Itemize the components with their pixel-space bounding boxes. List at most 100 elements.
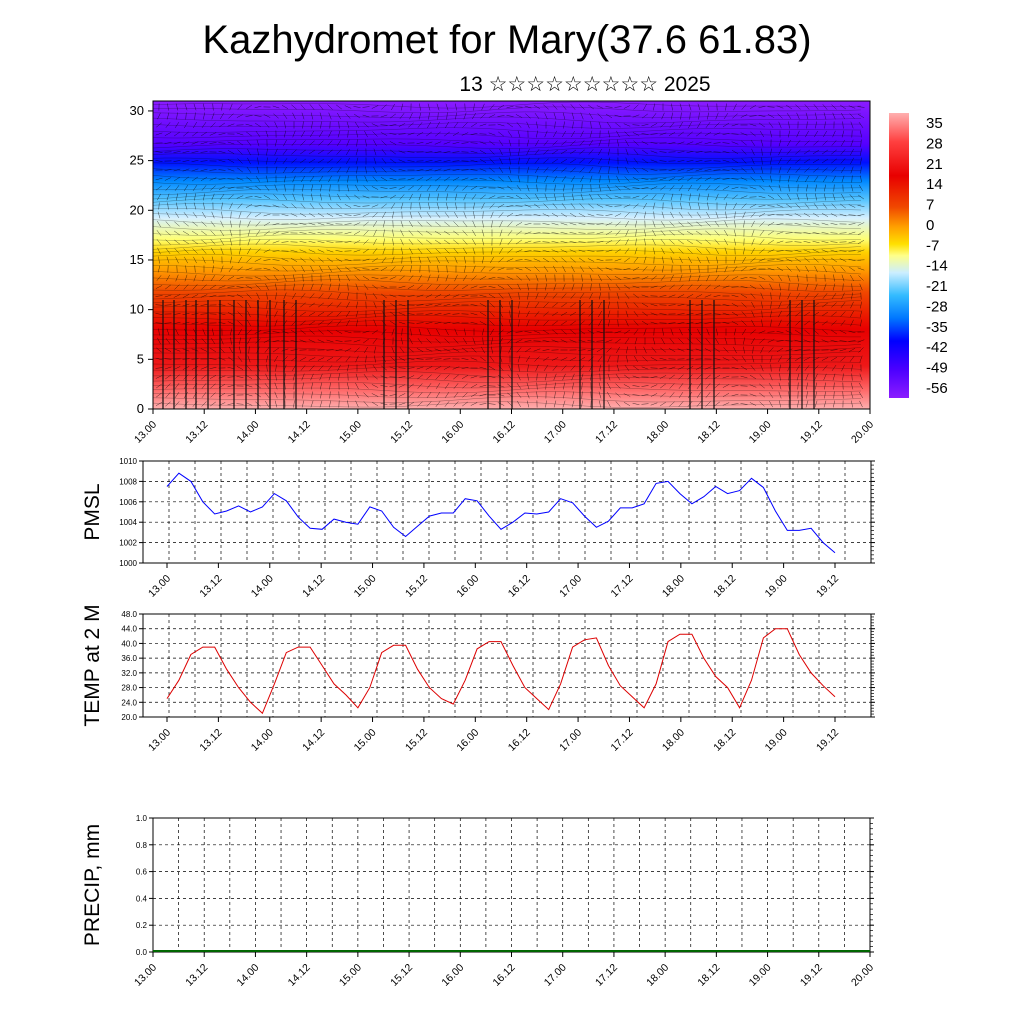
wind-vector: [552, 302, 558, 308]
wind-vector: [398, 321, 406, 325]
wind-vector: [497, 402, 505, 406]
wind-vector: [660, 239, 666, 245]
wind-vector: [769, 400, 773, 408]
wind-vector: [760, 364, 764, 372]
wind-vector: [481, 256, 485, 264]
wind-vector: [335, 250, 343, 252]
wind-vector: [850, 319, 854, 327]
wind-vector: [634, 211, 638, 219]
wind-vector: [632, 402, 640, 406]
wind-vector: [750, 212, 756, 218]
contour-line: [152, 152, 862, 159]
wind-vector: [650, 303, 658, 307]
wind-vector: [751, 220, 755, 228]
wind-vector: [842, 283, 844, 291]
wind-vector: [434, 294, 442, 298]
wind-vector: [479, 141, 487, 145]
wind-vector: [389, 294, 397, 298]
wind-vector: [644, 238, 646, 246]
wind-vector: [779, 373, 781, 381]
wind-vector: [732, 266, 738, 272]
wind-vector: [446, 112, 448, 120]
wind-vector: [588, 203, 594, 209]
wind-vector: [156, 239, 162, 245]
contour-line: [152, 366, 862, 373]
wind-vector: [515, 339, 523, 343]
wind-vector: [191, 239, 199, 245]
wind-vector: [300, 365, 306, 371]
wind-vector: [814, 265, 818, 273]
wind-vector: [803, 241, 811, 243]
wind-vector: [482, 337, 484, 345]
wind-vector: [722, 357, 730, 361]
wind-vector: [416, 132, 424, 136]
wind-vector: [614, 276, 622, 280]
wind-vector: [426, 338, 432, 344]
wind-vector: [462, 122, 468, 128]
wind-vector: [506, 105, 514, 109]
wind-vector: [452, 304, 460, 306]
wind-vector: [320, 121, 322, 129]
wind-vector: [750, 247, 756, 255]
wind-vector: [741, 320, 747, 326]
wind-vector: [202, 274, 206, 282]
wind-vector: [446, 193, 448, 201]
wind-vector: [803, 357, 811, 361]
wind-vector: [328, 175, 332, 183]
wind-vector: [715, 193, 719, 201]
wind-vector: [553, 193, 557, 201]
wind-vector: [346, 301, 350, 309]
contour-line: [152, 264, 862, 272]
wind-vector: [597, 356, 603, 362]
wind-vector: [814, 382, 818, 390]
wind-vector: [318, 104, 324, 110]
wind-vector: [714, 230, 720, 236]
wind-vector: [228, 194, 234, 200]
wind-vector: [536, 391, 538, 399]
wind-vector: [164, 366, 172, 370]
wind-vector: [300, 175, 306, 183]
wind-vector: [246, 212, 252, 218]
wind-vector: [427, 256, 431, 264]
wind-vector: [652, 220, 656, 228]
wind-vector: [167, 202, 169, 210]
wind-vector: [281, 203, 289, 209]
wind-vector: [329, 391, 331, 399]
wind-vector: [704, 366, 712, 370]
wind-vector: [832, 175, 836, 183]
wind-vector: [598, 274, 602, 282]
wind-vector: [759, 374, 765, 380]
x-tick-label: 19.12: [814, 727, 841, 754]
wind-vector: [201, 284, 207, 290]
wind-vector: [741, 355, 747, 363]
wind-vector: [284, 373, 286, 381]
wind-vector: [173, 348, 181, 352]
wind-vector: [695, 141, 703, 145]
wind-vector: [237, 149, 243, 155]
wind-vector: [183, 284, 189, 290]
wind-vector: [309, 104, 315, 110]
wind-vector: [165, 239, 171, 245]
wind-vector: [327, 140, 333, 146]
wind-vector: [183, 248, 189, 254]
wind-vector: [749, 277, 757, 279]
wind-vector: [797, 400, 799, 408]
wind-vector: [212, 265, 214, 273]
wind-vector: [551, 212, 559, 218]
wind-vector: [831, 158, 837, 164]
wind-vector: [705, 284, 711, 290]
wind-vector: [650, 357, 658, 361]
wind-vector: [193, 202, 197, 210]
wind-vector: [489, 256, 495, 264]
wind-vector: [606, 347, 612, 353]
wind-vector: [850, 184, 854, 192]
wind-vector: [696, 401, 702, 407]
wind-vector: [740, 277, 748, 279]
wind-vector: [569, 339, 577, 343]
wind-vector: [380, 195, 388, 199]
wind-vector: [599, 283, 601, 291]
wind-vector: [553, 265, 557, 273]
wind-vector: [795, 364, 801, 372]
wind-vector: [813, 130, 819, 138]
wind-vector: [722, 321, 730, 325]
